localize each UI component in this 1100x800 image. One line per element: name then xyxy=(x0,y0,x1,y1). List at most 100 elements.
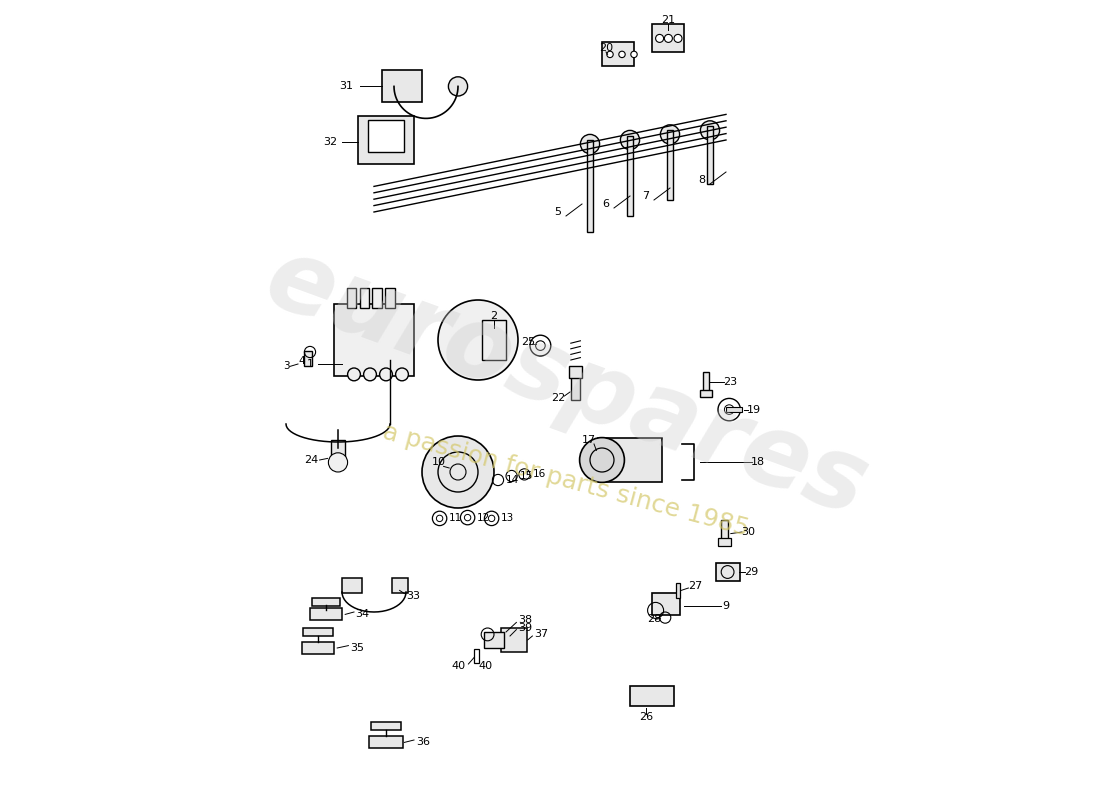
Text: 7: 7 xyxy=(642,191,650,201)
Circle shape xyxy=(329,453,348,472)
Bar xyxy=(707,126,713,184)
Text: 9: 9 xyxy=(723,602,729,611)
Text: 25: 25 xyxy=(521,338,536,347)
Bar xyxy=(484,632,504,648)
Bar xyxy=(382,70,422,102)
Text: 15: 15 xyxy=(519,471,532,481)
Circle shape xyxy=(656,34,663,42)
Circle shape xyxy=(619,51,625,58)
Text: 5: 5 xyxy=(554,207,561,217)
Bar xyxy=(310,609,342,621)
Text: 14: 14 xyxy=(506,475,519,485)
Circle shape xyxy=(449,77,468,96)
Bar xyxy=(302,642,334,654)
Text: 20: 20 xyxy=(598,43,613,53)
Text: 33: 33 xyxy=(406,591,420,601)
Bar xyxy=(602,42,634,66)
Bar xyxy=(334,304,414,376)
Bar xyxy=(571,376,581,400)
Bar xyxy=(586,140,593,232)
Bar xyxy=(373,287,382,307)
Bar xyxy=(358,116,414,164)
Bar xyxy=(502,628,527,652)
Circle shape xyxy=(620,130,639,150)
Text: 10: 10 xyxy=(432,458,446,467)
Bar xyxy=(304,351,311,366)
Text: 4: 4 xyxy=(299,356,306,366)
Text: 21: 21 xyxy=(661,15,675,25)
Circle shape xyxy=(660,125,680,144)
Text: 8: 8 xyxy=(698,175,705,185)
Circle shape xyxy=(396,368,408,381)
Text: 30: 30 xyxy=(741,527,756,537)
Text: 37: 37 xyxy=(534,629,548,638)
Bar xyxy=(675,583,681,598)
Bar xyxy=(598,438,662,482)
Circle shape xyxy=(664,34,672,42)
Bar xyxy=(652,593,680,615)
Text: 29: 29 xyxy=(745,567,759,577)
Bar xyxy=(722,520,727,544)
Text: 3: 3 xyxy=(283,362,289,371)
Circle shape xyxy=(348,368,361,381)
Text: 40: 40 xyxy=(478,661,492,670)
Bar xyxy=(360,287,370,307)
Text: a passion for parts since 1985: a passion for parts since 1985 xyxy=(381,419,751,541)
Text: 39: 39 xyxy=(518,623,532,633)
Text: 26: 26 xyxy=(639,712,653,722)
Bar xyxy=(701,390,712,397)
Bar xyxy=(718,538,730,546)
Circle shape xyxy=(422,436,494,508)
Bar xyxy=(652,24,684,53)
Text: 24: 24 xyxy=(305,455,319,465)
Circle shape xyxy=(674,34,682,42)
Text: 35: 35 xyxy=(350,643,364,653)
Bar xyxy=(302,628,333,636)
Bar xyxy=(331,440,345,464)
Bar xyxy=(716,563,739,581)
Circle shape xyxy=(580,438,625,482)
Bar xyxy=(667,130,673,200)
Bar xyxy=(368,120,404,152)
Circle shape xyxy=(364,368,376,381)
Text: 31: 31 xyxy=(339,82,353,91)
Circle shape xyxy=(438,300,518,380)
Bar xyxy=(703,372,710,392)
Bar xyxy=(569,366,582,378)
Text: 11: 11 xyxy=(449,514,462,523)
Text: 16: 16 xyxy=(532,470,546,479)
Bar xyxy=(482,320,506,360)
Circle shape xyxy=(379,368,393,381)
Circle shape xyxy=(630,51,637,58)
Circle shape xyxy=(701,121,719,140)
Text: 12: 12 xyxy=(477,513,491,522)
Text: 17: 17 xyxy=(581,435,595,445)
Bar xyxy=(627,136,634,216)
Text: 22: 22 xyxy=(551,393,565,402)
Circle shape xyxy=(581,134,600,154)
Circle shape xyxy=(607,51,613,58)
Bar xyxy=(312,598,340,606)
Text: 13: 13 xyxy=(502,514,515,523)
Text: 40: 40 xyxy=(452,661,466,670)
Bar xyxy=(392,578,408,593)
Text: 27: 27 xyxy=(689,582,703,591)
Bar xyxy=(371,722,402,730)
Bar xyxy=(346,287,356,307)
Bar xyxy=(342,578,362,593)
Text: 34: 34 xyxy=(355,610,370,619)
Text: 19: 19 xyxy=(747,405,761,414)
Bar xyxy=(630,686,674,706)
Text: eurospares: eurospares xyxy=(252,230,880,538)
Text: 23: 23 xyxy=(723,378,737,387)
Text: 28: 28 xyxy=(647,614,661,624)
Text: 6: 6 xyxy=(603,199,609,209)
Text: 32: 32 xyxy=(323,138,337,147)
Text: 36: 36 xyxy=(417,738,430,747)
Bar xyxy=(474,649,478,663)
Bar xyxy=(370,737,403,749)
Text: 2: 2 xyxy=(491,311,497,321)
Text: 18: 18 xyxy=(751,458,766,467)
Text: 1: 1 xyxy=(307,359,314,369)
Bar xyxy=(385,287,395,307)
